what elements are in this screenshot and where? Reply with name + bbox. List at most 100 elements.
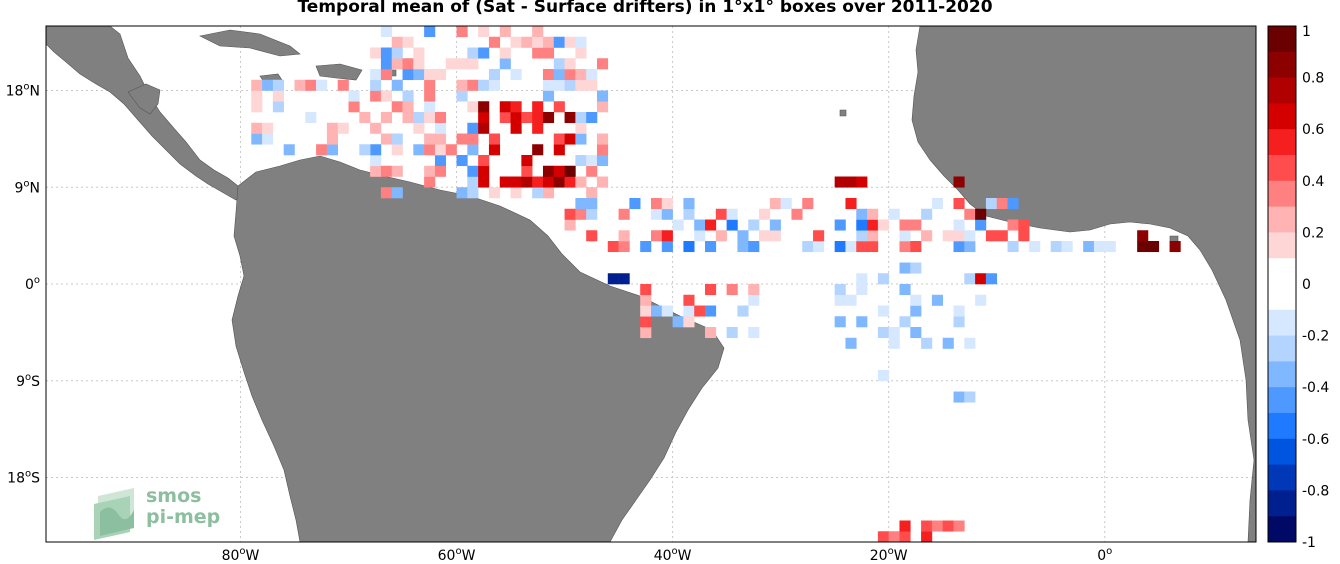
colorbar-label: -0.8 [1302,483,1329,499]
data-cell [802,198,814,210]
data-cell [586,165,598,177]
data-cell [510,187,522,199]
data-cell [845,337,857,349]
colorbar-labels: 1 0.8 0.6 0.4 0.2 0 -0.2 -0.4 -0.6 -0.8 -1 [1302,24,1329,551]
data-cell [931,294,943,306]
land-cape-verde [839,109,847,117]
land-cuba [199,29,301,57]
data-cell [510,101,522,113]
data-cell [715,230,727,242]
data-cell [953,230,965,242]
data-cell [251,133,263,145]
data-cell [575,133,587,145]
data-cell [413,112,425,124]
data-cell [467,187,479,199]
data-cell [359,112,371,124]
data-cell [640,294,652,306]
data-cell [499,47,511,59]
data-cell [348,90,360,102]
data-cell [456,90,468,102]
data-cell [370,122,382,134]
data-cell [467,58,479,70]
data-cell [640,305,652,317]
data-cell [629,198,641,210]
data-cell [899,219,911,231]
data-cell [769,230,781,242]
data-cell [586,230,598,242]
data-cell [1137,230,1149,242]
data-cell [575,47,587,59]
data-cell [445,58,457,70]
colorbar-label: 0.2 [1302,225,1324,241]
logo-line-2: pi-mep [146,506,221,528]
data-cell [975,294,987,306]
data-cell [510,122,522,134]
data-cell [877,273,889,285]
smos-logo-graphic [94,488,134,540]
data-cell [985,273,998,285]
data-cell [1007,219,1019,231]
data-cell [899,531,911,543]
data-cell [467,165,479,177]
data-cell [1137,241,1149,253]
data-cell [921,337,933,349]
data-cell [564,219,576,231]
data-cell [316,144,328,156]
data-cell [456,133,468,145]
data-cell [424,26,436,38]
lat-tick-label: 18oS [7,469,40,487]
data-cell [391,165,403,177]
data-cell [564,36,576,48]
data-cell [607,241,619,253]
data-cell [953,219,965,231]
colorbar-label: 0.8 [1302,71,1324,87]
data-cell [424,165,436,177]
data-cell [402,69,414,81]
data-cell [391,58,403,70]
data-cell [888,531,900,543]
data-cell [618,241,630,253]
data-cell [499,176,511,188]
data-cell [759,230,771,242]
data-cell [553,165,565,177]
data-cell [867,208,879,220]
data-cell [283,144,295,156]
data-cell [910,305,922,317]
longitude-labels: 80oW 60oW 40oW 20oW 0o [222,546,1113,564]
lat-tick-label: 18oN [6,82,40,100]
data-cell [380,69,393,81]
data-cell [942,520,954,532]
data-cell [683,305,695,317]
colorbar-segment [1268,232,1296,259]
data-cell [834,294,846,306]
data-cell [532,112,544,124]
data-cell [640,327,652,339]
data-cell [510,112,522,124]
data-cell [499,26,511,38]
data-cell [1147,241,1160,253]
data-cell [542,176,555,188]
data-cell [780,198,792,210]
data-cell [921,230,933,242]
data-cell [262,122,274,134]
data-cell [931,520,943,532]
colorbar-segment [1268,309,1296,337]
data-cell [467,47,479,59]
data-cell [596,155,609,167]
colorbar-segment [1268,26,1296,53]
data-cell [370,47,382,59]
data-cell [521,176,533,188]
data-cell [553,36,565,48]
data-cell [856,230,868,242]
data-cell [899,316,911,328]
data-cell [564,112,576,124]
latitude-labels: 18oN 9oN 0o 9oS 18oS [6,82,41,487]
colorbar-label: 1 [1302,24,1311,40]
data-cell [262,133,274,145]
data-cell [380,58,393,70]
data-cell [424,69,436,81]
data-cell [413,69,425,81]
lat-tick-label: 0o [25,275,40,293]
data-cells [251,26,1181,543]
land-hispaniola [315,63,363,81]
